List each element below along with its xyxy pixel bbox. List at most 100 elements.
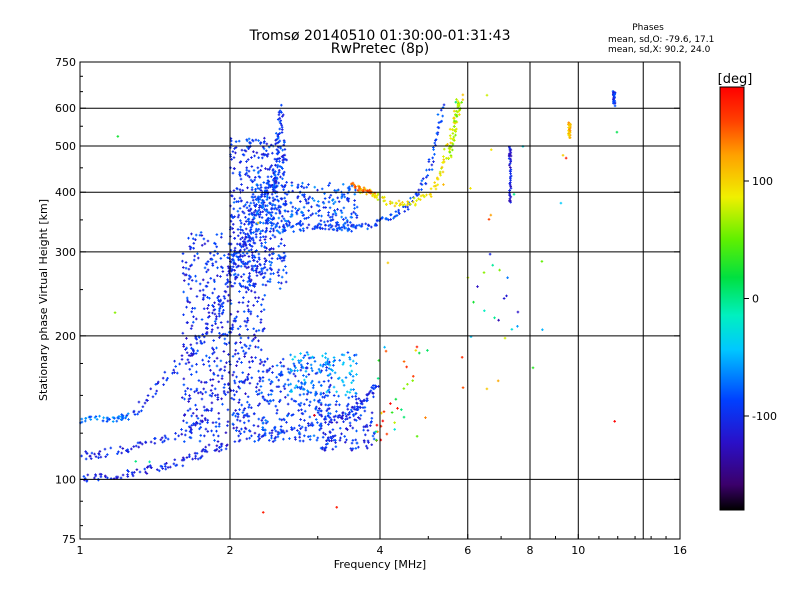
- data-point: [371, 386, 375, 390]
- data-point: [336, 416, 340, 419]
- data-point: [237, 401, 241, 404]
- data-point: [559, 201, 563, 205]
- data-point: [270, 206, 274, 210]
- data-point: [217, 380, 221, 384]
- data-point: [344, 412, 347, 416]
- data-point: [290, 388, 293, 392]
- data-point: [236, 310, 240, 313]
- data-point: [334, 414, 337, 418]
- data-point: [247, 419, 251, 423]
- data-point: [357, 223, 361, 227]
- data-point: [192, 315, 195, 319]
- data-point: [338, 414, 341, 417]
- data-point: [388, 200, 392, 203]
- data-point: [173, 371, 176, 374]
- data-point: [137, 400, 141, 404]
- data-point: [253, 178, 256, 182]
- data-point: [328, 439, 331, 442]
- data-point: [235, 429, 238, 432]
- data-point: [260, 303, 263, 307]
- data-point: [259, 183, 263, 187]
- data-point: [333, 371, 337, 375]
- data-point: [331, 428, 335, 431]
- data-point: [245, 139, 249, 143]
- data-point: [355, 429, 358, 433]
- data-point: [259, 321, 263, 324]
- data-point: [298, 435, 301, 439]
- data-point: [241, 285, 245, 288]
- data-point: [191, 237, 195, 241]
- data-point: [233, 393, 236, 397]
- data-point: [216, 326, 220, 330]
- data-point: [275, 176, 279, 180]
- data-point: [264, 241, 267, 244]
- data-point: [346, 417, 349, 421]
- data-point: [301, 227, 305, 230]
- data-point: [239, 325, 242, 328]
- data-point: [307, 424, 310, 427]
- data-point: [385, 217, 389, 221]
- data-point: [343, 435, 346, 438]
- data-point: [341, 380, 345, 384]
- data-point: [340, 211, 344, 215]
- data-point: [447, 156, 450, 160]
- data-point: [254, 235, 258, 239]
- data-point: [252, 169, 256, 172]
- data-point: [306, 362, 309, 365]
- data-point: [247, 373, 250, 376]
- data-point: [261, 156, 264, 160]
- data-point: [331, 198, 335, 201]
- data-point: [261, 283, 265, 287]
- data-point: [308, 195, 312, 199]
- data-point: [399, 203, 402, 206]
- data-point: [385, 203, 388, 206]
- data-point: [253, 290, 257, 294]
- data-point: [188, 453, 191, 457]
- data-point: [241, 371, 245, 374]
- data-point: [264, 167, 267, 170]
- data-point: [248, 274, 252, 278]
- data-point: [238, 408, 241, 411]
- data-point: [341, 411, 344, 415]
- data-point: [236, 228, 240, 231]
- data-point: [285, 193, 289, 196]
- data-point: [286, 402, 290, 406]
- data-point: [186, 358, 190, 362]
- data-point: [253, 285, 256, 288]
- data-point: [331, 218, 335, 222]
- data-point: [209, 277, 213, 280]
- data-point: [293, 369, 296, 372]
- data-point: [80, 454, 83, 458]
- data-point: [333, 434, 337, 437]
- data-point: [192, 258, 196, 262]
- data-point: [454, 133, 457, 137]
- data-point: [282, 188, 285, 192]
- data-point: [222, 386, 226, 389]
- data-point: [190, 263, 193, 267]
- data-point: [245, 412, 249, 416]
- data-point: [195, 408, 199, 411]
- data-point: [311, 379, 314, 383]
- data-point: [254, 209, 257, 212]
- data-point: [250, 289, 253, 293]
- data-point: [274, 132, 278, 135]
- data-point: [223, 342, 227, 345]
- data-point: [373, 384, 377, 387]
- data-point: [252, 327, 255, 331]
- data-point: [334, 445, 338, 448]
- data-point: [84, 457, 88, 461]
- data-point: [281, 225, 285, 228]
- data-point: [143, 467, 147, 471]
- data-point: [396, 407, 399, 410]
- data-point: [327, 362, 330, 366]
- data-point: [148, 460, 151, 464]
- data-point: [402, 387, 406, 390]
- data-point: [189, 247, 192, 251]
- data-point: [280, 128, 284, 131]
- data-point: [272, 171, 275, 175]
- data-point: [305, 351, 309, 354]
- data-point: [310, 381, 313, 385]
- data-point: [298, 221, 302, 225]
- data-point: [284, 203, 288, 206]
- data-point: [354, 188, 357, 192]
